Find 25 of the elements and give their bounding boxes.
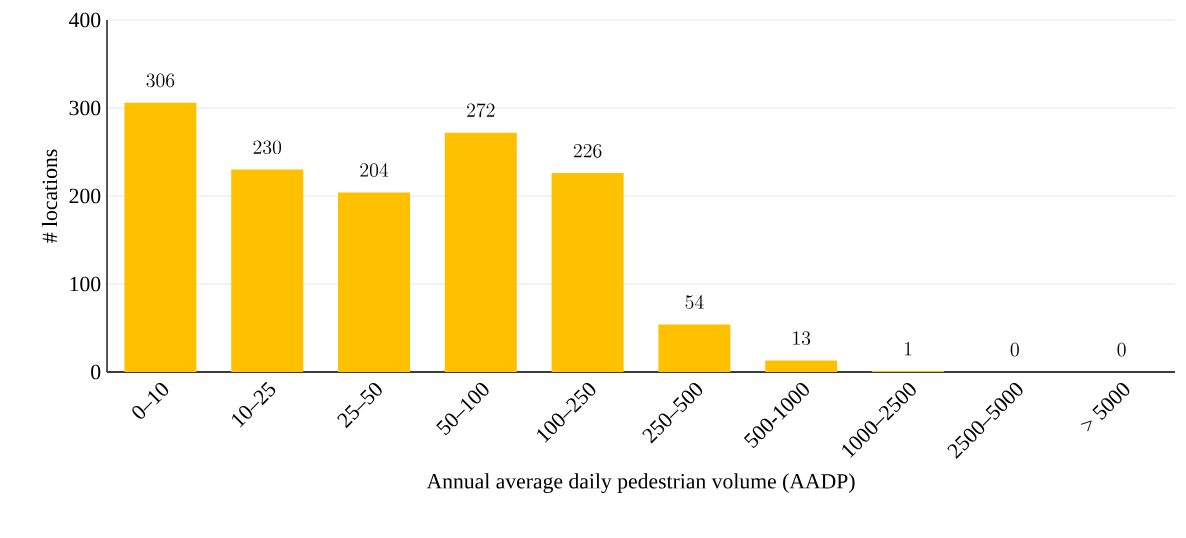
data-label: 54	[685, 295, 704, 309]
data-label: 306	[146, 73, 175, 88]
data-label: 230	[253, 140, 282, 155]
data-label: 272	[467, 103, 495, 118]
bar	[551, 173, 624, 372]
data-label: 13	[793, 331, 811, 346]
bar	[338, 192, 411, 372]
data-label: 1	[904, 341, 912, 356]
bar	[124, 102, 197, 372]
x-tick-label: 0–10	[132, 382, 169, 419]
y-tick-label: 0	[91, 364, 101, 380]
x-axis-title: Annual average daily pedestrian volume (AADP)	[426, 473, 855, 494]
bar	[765, 360, 838, 372]
y-tick-label: 200	[69, 188, 101, 204]
bar	[231, 169, 304, 372]
data-label: 0	[1117, 342, 1126, 357]
y-tick-label: 300	[69, 100, 101, 116]
bar	[444, 132, 517, 372]
data-label: 226	[573, 143, 602, 158]
data-label: 204	[360, 163, 389, 177]
data-label: 0	[1010, 342, 1019, 357]
bar	[658, 324, 731, 372]
y-axis-title: # locations	[41, 149, 58, 243]
y-tick-label: 400	[69, 12, 101, 28]
y-tick-label: 100	[70, 276, 101, 292]
